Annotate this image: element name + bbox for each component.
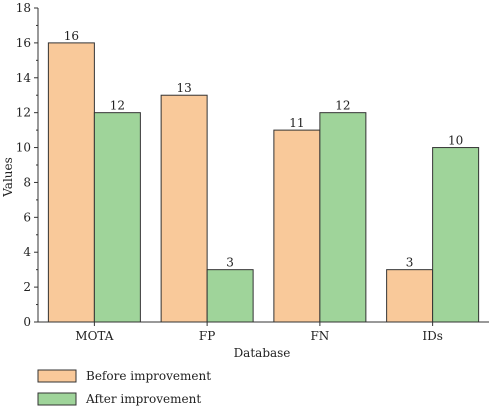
y-tick-label: 16 (16, 36, 31, 50)
x-tick-label-ids: IDs (422, 329, 443, 343)
bar-fn-before (273, 129, 321, 323)
y-tick-label: 18 (16, 1, 31, 15)
bars-layer (47, 42, 480, 323)
legend-swatch-after (37, 392, 77, 406)
legend: Before improvement After improvement (37, 369, 211, 406)
legend-swatch-before (37, 369, 77, 383)
data-label-fp-after: 3 (226, 256, 234, 270)
y-tick-label: 14 (16, 71, 32, 85)
data-label-mota-before: 16 (64, 29, 79, 43)
y-tick-label: 0 (23, 315, 31, 329)
bar-mota-before (47, 42, 95, 323)
y-tick-label: 4 (23, 245, 31, 259)
bar-mota-after (93, 112, 141, 323)
bar-fp-after (206, 269, 254, 323)
legend-label-after: After improvement (85, 392, 201, 406)
bar-fn-after (319, 112, 367, 323)
data-label-fp-before: 13 (176, 81, 191, 95)
data-label-fn-after: 12 (335, 99, 350, 113)
y-tick-label: 2 (23, 280, 31, 294)
bar-fp-before (160, 94, 208, 323)
y-tick-label: 6 (23, 210, 31, 224)
x-tick-label-fn: FN (310, 329, 329, 343)
bar-ids-after (432, 147, 480, 323)
y-tick-label: 8 (23, 175, 31, 189)
data-label-mota-after: 12 (110, 99, 125, 113)
data-label-ids-after: 10 (448, 134, 463, 148)
legend-label-before: Before improvement (86, 369, 211, 383)
y-tick-label: 12 (16, 106, 31, 120)
x-tick-label-fp: FP (199, 329, 215, 343)
data-labels-layer: 16 12 13 3 11 12 3 10 (64, 29, 464, 270)
x-axis-title: Database (234, 346, 291, 360)
x-ticks-layer: MOTA FP FN IDs (75, 322, 443, 343)
y-ticks-layer: 0 2 4 6 8 10 12 14 16 18 (16, 1, 38, 329)
data-label-fn-before: 11 (289, 116, 304, 130)
y-tick-label: 10 (16, 141, 31, 155)
data-label-ids-before: 3 (406, 256, 414, 270)
bar-ids-before (386, 269, 434, 323)
x-tick-label-mota: MOTA (75, 329, 113, 343)
y-axis-title: Values (1, 157, 15, 198)
